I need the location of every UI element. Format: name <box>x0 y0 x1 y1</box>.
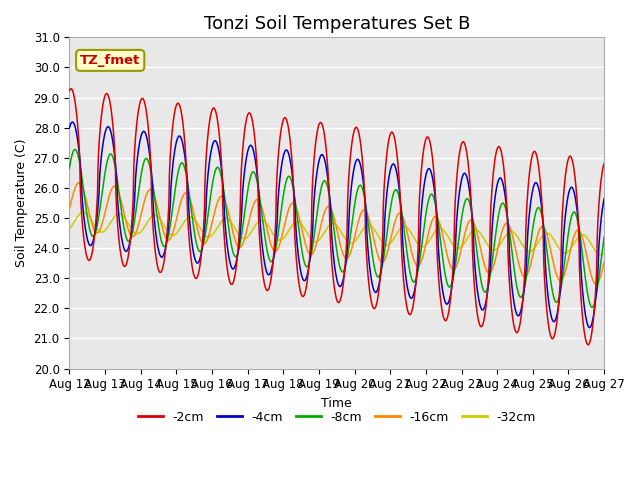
Y-axis label: Soil Temperature (C): Soil Temperature (C) <box>15 139 28 267</box>
Title: Tonzi Soil Temperatures Set B: Tonzi Soil Temperatures Set B <box>204 15 470 33</box>
Legend: -2cm, -4cm, -8cm, -16cm, -32cm: -2cm, -4cm, -8cm, -16cm, -32cm <box>132 406 541 429</box>
Text: TZ_fmet: TZ_fmet <box>80 54 140 67</box>
X-axis label: Time: Time <box>321 397 352 410</box>
